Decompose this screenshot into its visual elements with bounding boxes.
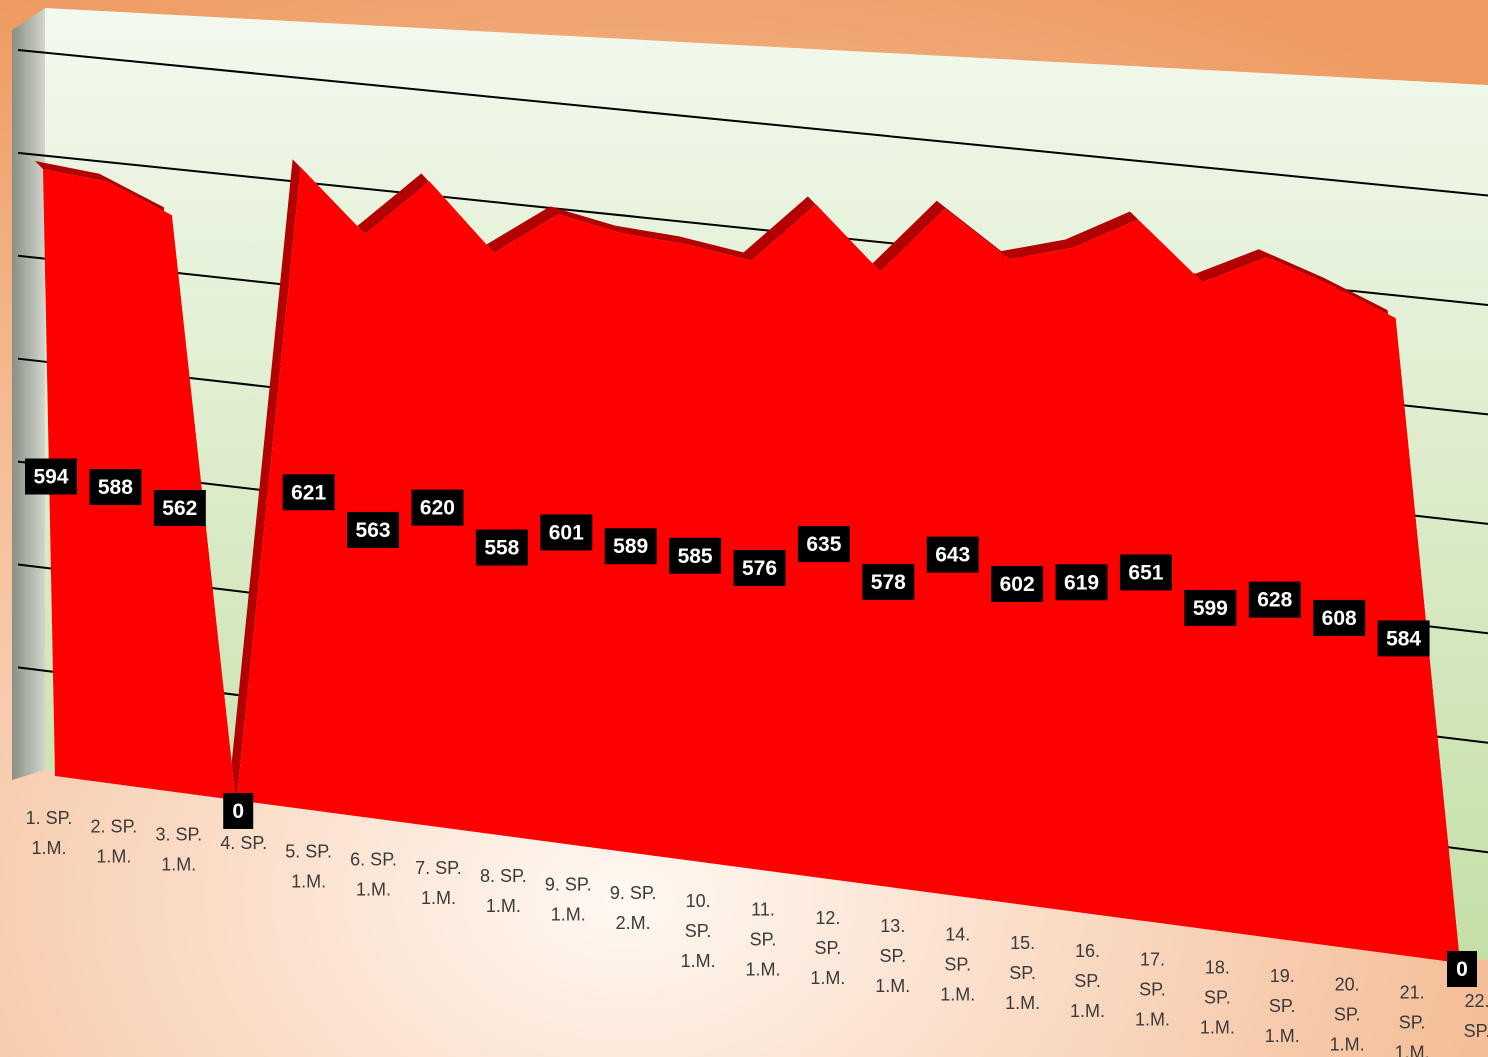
- x-tick-label: 21. SP. 1.M.: [1395, 983, 1430, 1057]
- data-label-text: 594: [33, 466, 68, 489]
- x-tick-label: 11. SP. 1.M.: [745, 900, 780, 980]
- data-label-box: [797, 526, 850, 563]
- data-label-text: 563: [356, 519, 391, 542]
- data-label-text: 0: [1456, 958, 1468, 981]
- data-labels: 594 588 562 0 621 563 620 558 601 589 585 576 635 578…: [25, 458, 1477, 987]
- data-label: 0: [223, 792, 254, 829]
- x-tick-label: 4. SP.: [220, 833, 267, 853]
- side-wall: [12, 8, 45, 780]
- data-label-box: [347, 511, 400, 548]
- data-label-box: [604, 528, 657, 565]
- x-tick-label: 9. SP. 2.M.: [610, 883, 657, 933]
- x-tick-label: 18. SP. 1.M.: [1200, 958, 1235, 1038]
- data-label-box: [1055, 564, 1108, 601]
- data-label-text: 628: [1257, 589, 1292, 612]
- x-tick-label: 19. SP. 1.M.: [1265, 966, 1300, 1046]
- data-label: 578: [862, 563, 915, 600]
- data-label: 599: [1184, 589, 1237, 626]
- x-tick-label: 16. SP. 1.M.: [1070, 941, 1105, 1021]
- data-label: 620: [411, 489, 464, 526]
- data-label-text: 558: [484, 537, 519, 560]
- x-tick-label: 14. SP. 1.M.: [940, 924, 975, 1004]
- data-label: 589: [604, 528, 657, 565]
- data-label-text: 584: [1386, 627, 1421, 650]
- gridline: [17, 48, 1488, 197]
- data-label: 601: [540, 514, 593, 551]
- data-label-box: [540, 514, 593, 551]
- x-tick-label: 12. SP. 1.M.: [810, 908, 845, 988]
- data-label: 621: [282, 474, 335, 511]
- data-label: 585: [669, 537, 722, 574]
- x-tick-label: 22. SP.: [1464, 991, 1488, 1041]
- data-label-text: 608: [1322, 607, 1357, 630]
- x-tick-label: 5. SP. 1.M.: [285, 841, 332, 891]
- data-label-text: 589: [613, 535, 648, 558]
- x-tick-label: 20. SP. 1.M.: [1330, 974, 1365, 1054]
- data-label-text: 601: [549, 521, 584, 544]
- data-label: 594: [25, 458, 77, 495]
- data-label-box: [153, 489, 206, 526]
- data-label-text: 621: [291, 481, 326, 504]
- data-label: 584: [1377, 620, 1430, 657]
- data-label-box: [1377, 620, 1430, 657]
- data-label: 608: [1313, 599, 1366, 636]
- data-label-text: 576: [742, 557, 777, 580]
- data-label-text: 619: [1064, 571, 1099, 594]
- data-label-box: [991, 565, 1044, 602]
- data-label: 651: [1119, 554, 1172, 591]
- data-label-text: 620: [420, 497, 455, 520]
- data-label: 635: [797, 526, 850, 563]
- data-label-text: 651: [1128, 561, 1163, 584]
- data-label-box: [926, 536, 979, 573]
- x-tick-label: 15. SP. 1.M.: [1005, 933, 1040, 1013]
- data-label-box: [669, 537, 722, 574]
- x-tick-label: 10. SP. 1.M.: [681, 891, 716, 971]
- x-tick-label: 13. SP. 1.M.: [875, 916, 910, 996]
- data-label: 558: [475, 529, 528, 566]
- data-label-text: 585: [678, 545, 713, 568]
- data-label-text: 599: [1193, 597, 1228, 620]
- data-label-text: 0: [232, 800, 244, 823]
- data-label-text: 562: [162, 497, 197, 520]
- data-label-box: [475, 529, 528, 566]
- data-label-box: [1447, 951, 1477, 987]
- x-tick-label: 7. SP. 1.M.: [415, 858, 462, 908]
- data-label-box: [1313, 599, 1366, 636]
- data-label-box: [25, 458, 77, 495]
- x-tick-label: 3. SP. 1.M.: [155, 825, 202, 875]
- data-label: 0: [1447, 951, 1477, 987]
- data-label-box: [282, 474, 335, 511]
- x-tick-label: 6. SP. 1.M.: [350, 850, 397, 900]
- data-label-text: 635: [806, 533, 841, 556]
- data-label: 562: [153, 489, 206, 526]
- data-label-box: [1248, 581, 1301, 618]
- data-label-text: 602: [1000, 573, 1035, 596]
- data-label-box: [1184, 589, 1237, 626]
- data-label: 588: [89, 469, 142, 506]
- data-label-box: [411, 489, 464, 526]
- data-label-box: [1119, 554, 1172, 591]
- x-axis-tick-labels: 1. SP. 1.M. 2. SP. 1.M. 3. SP. 1.M. 4. SP. 5. S…: [26, 808, 1488, 1057]
- data-label: 628: [1248, 581, 1301, 618]
- data-label-text: 578: [871, 571, 906, 594]
- data-label-text: 643: [935, 544, 970, 567]
- data-label: 576: [733, 550, 786, 587]
- x-tick-label: 8. SP. 1.M.: [480, 866, 527, 916]
- x-tick-label: 2. SP. 1.M.: [91, 816, 138, 866]
- data-label-box: [223, 792, 254, 829]
- data-label: 643: [926, 536, 979, 573]
- x-tick-label: 1. SP. 1.M.: [26, 808, 73, 858]
- x-tick-label: 17. SP. 1.M.: [1135, 949, 1170, 1029]
- data-label-box: [89, 469, 142, 506]
- data-label: 563: [347, 511, 400, 548]
- data-label: 602: [991, 565, 1044, 602]
- data-label-box: [733, 550, 786, 587]
- data-label: 619: [1055, 564, 1108, 601]
- x-tick-label: 9. SP. 1.M.: [545, 875, 592, 925]
- data-label-box: [862, 563, 915, 600]
- data-label-text: 588: [98, 476, 133, 499]
